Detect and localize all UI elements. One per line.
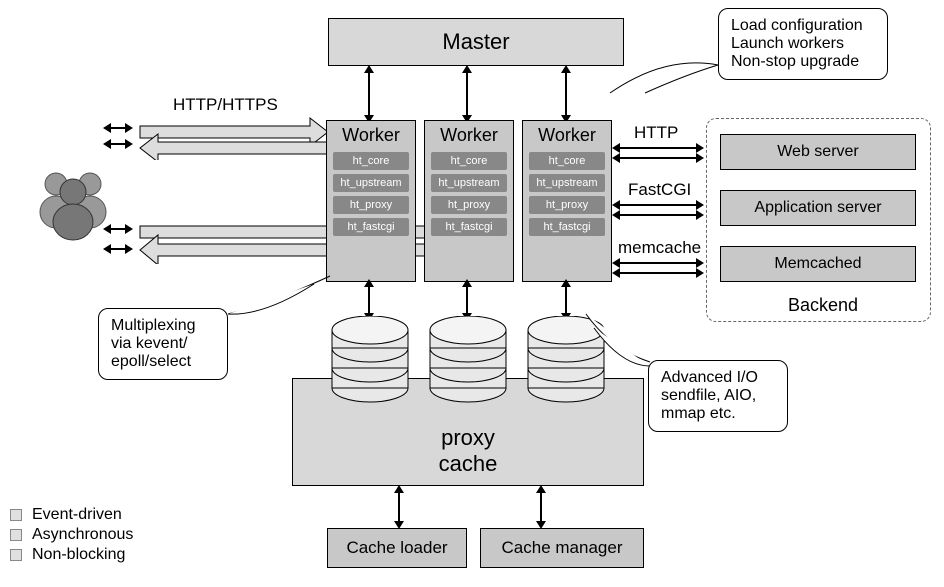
arrow-master-worker-1	[368, 72, 370, 116]
backend-memcached: Memcached	[720, 246, 916, 282]
legend-text-1: Event-driven	[32, 506, 122, 524]
worker-title-3: Worker	[538, 125, 596, 146]
arrow-worker-cyl-3	[565, 286, 567, 314]
arrow-master-worker-3	[565, 72, 567, 116]
cache-manager-box: Cache manager	[480, 528, 644, 568]
arrow-small-2	[110, 143, 126, 145]
worker-3: Worker ht_core ht_upstream ht_proxy ht_f…	[522, 120, 612, 282]
cylinder-2	[428, 316, 508, 404]
callout-config-tail	[605, 55, 725, 105]
legend: Event-driven Asynchronous Non-blocking	[10, 504, 133, 566]
cfg-3: Non-stop upgrade	[731, 53, 875, 71]
io-3: mmap etc.	[661, 405, 775, 423]
arrow-memcache-2	[619, 272, 697, 274]
callout-config: Load configuration Launch workers Non-st…	[718, 8, 888, 80]
people-icon	[34, 164, 112, 242]
module-upstream-1: ht_upstream	[333, 174, 409, 192]
arrow-master-worker-2	[466, 72, 468, 116]
io-1: Advanced I/O	[661, 369, 775, 387]
proxy-cache-l1: proxy	[441, 425, 495, 451]
backend-memcached-label: Memcached	[774, 255, 861, 273]
mux-1: Multiplexing	[111, 317, 215, 335]
legend-1: Event-driven	[10, 506, 133, 524]
worker-title-2: Worker	[440, 125, 498, 146]
mux-2: via kevent/	[111, 335, 215, 353]
legend-text-3: Non-blocking	[32, 546, 125, 564]
arrow-fastcgi-1	[619, 204, 697, 206]
module-proxy-3: ht_proxy	[529, 196, 605, 214]
module-core-1: ht_core	[333, 152, 409, 170]
cache-loader-box: Cache loader	[327, 528, 467, 568]
legend-sq-3	[10, 549, 22, 561]
backend-app: Application server	[720, 190, 916, 226]
label-http-https: HTTP/HTTPS	[173, 95, 278, 115]
module-fastcgi-3: ht_fastcgi	[529, 218, 605, 236]
module-core-3: ht_core	[529, 152, 605, 170]
arrow-http-1	[619, 147, 697, 149]
arrow-small-3	[110, 228, 126, 230]
cylinder-1	[330, 316, 410, 404]
module-upstream-2: ht_upstream	[431, 174, 507, 192]
arrow-memcache-1	[619, 262, 697, 264]
proxy-cache-l2: cache	[439, 451, 498, 477]
arrow-http-2	[619, 157, 697, 159]
legend-sq-2	[10, 529, 22, 541]
module-core-2: ht_core	[431, 152, 507, 170]
cache-loader-label: Cache loader	[346, 538, 447, 558]
callout-io-tail	[582, 310, 657, 368]
big-arrow-top	[130, 116, 330, 160]
callout-io: Advanced I/O sendfile, AIO, mmap etc.	[648, 360, 788, 432]
arrow-small-4	[110, 248, 126, 250]
label-http: HTTP	[634, 123, 678, 143]
arrow-cache-loader	[398, 492, 400, 522]
backend-web-label: Web server	[777, 143, 859, 161]
cfg-1: Load configuration	[731, 17, 875, 35]
arrow-fastcgi-2	[619, 214, 697, 216]
mux-3: epoll/select	[111, 353, 215, 371]
callout-mux-tail	[224, 272, 334, 322]
module-proxy-1: ht_proxy	[333, 196, 409, 214]
arrow-worker-cyl-1	[368, 286, 370, 314]
worker-title-1: Worker	[342, 125, 400, 146]
arrow-small-1	[110, 127, 126, 129]
module-fastcgi-2: ht_fastcgi	[431, 218, 507, 236]
arrow-worker-cyl-2	[466, 286, 468, 314]
worker-1: Worker ht_core ht_upstream ht_proxy ht_f…	[326, 120, 416, 282]
arrow-cache-manager	[540, 492, 542, 522]
worker-2: Worker ht_core ht_upstream ht_proxy ht_f…	[424, 120, 514, 282]
module-fastcgi-1: ht_fastcgi	[333, 218, 409, 236]
label-memcache: memcache	[618, 238, 701, 258]
legend-2: Asynchronous	[10, 526, 133, 544]
cache-manager-label: Cache manager	[502, 538, 623, 558]
backend-label: Backend	[788, 295, 858, 316]
legend-sq-1	[10, 509, 22, 521]
callout-mux: Multiplexing via kevent/ epoll/select	[98, 308, 228, 380]
backend-web: Web server	[720, 134, 916, 170]
cfg-2: Launch workers	[731, 35, 875, 53]
backend-app-label: Application server	[754, 199, 881, 217]
label-fastcgi: FastCGI	[628, 180, 691, 200]
module-proxy-2: ht_proxy	[431, 196, 507, 214]
legend-text-2: Asynchronous	[32, 526, 133, 544]
master-box: Master	[328, 18, 624, 66]
legend-3: Non-blocking	[10, 546, 133, 564]
module-upstream-3: ht_upstream	[529, 174, 605, 192]
io-2: sendfile, AIO,	[661, 387, 775, 405]
master-label: Master	[442, 29, 509, 55]
